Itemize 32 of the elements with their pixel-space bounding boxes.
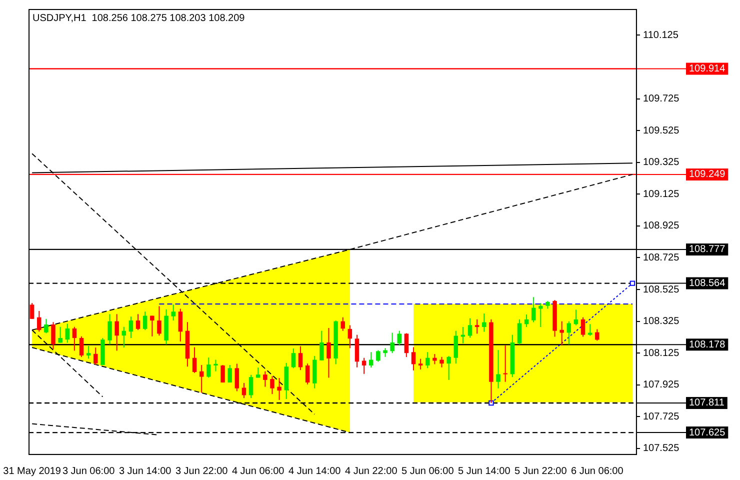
x-tick-label: 4 Jun 14:00 xyxy=(288,466,342,477)
y-tick-label: 108.725 xyxy=(643,252,680,264)
x-tick-label: 5 Jun 22:00 xyxy=(514,466,568,477)
y-tick-label: 108.325 xyxy=(643,316,680,328)
chart-title: USDJPY,H1 108.256 108.275 108.203 108.209 xyxy=(32,13,246,24)
y-tick-label: 109.525 xyxy=(643,125,680,136)
x-tick-label: 3 Jun 14:00 xyxy=(118,466,172,477)
x-tick-label: 5 Jun 14:00 xyxy=(458,466,511,477)
ref-line-label: 108.564 xyxy=(689,278,726,290)
x-tick-label: 3 Jun 06:00 xyxy=(62,466,116,477)
y-tick-label: 108.525 xyxy=(643,284,680,296)
ref-line-label: 107.811 xyxy=(689,398,725,409)
y-tick-label: 107.925 xyxy=(643,380,680,391)
y-tick-label: 109.125 xyxy=(643,188,680,200)
x-tick-label: 3 Jun 22:00 xyxy=(175,466,228,477)
y-tick-label: 110.125 xyxy=(643,30,679,41)
y-tick-label: 109.725 xyxy=(643,94,680,105)
x-tick-label: 6 Jun 06:00 xyxy=(571,466,624,477)
ref-line-label: 109.249 xyxy=(689,169,726,180)
x-tick-label: 4 Jun 22:00 xyxy=(344,466,398,477)
x-tick-label: 31 May 2019 xyxy=(3,466,62,477)
y-tick-label: 108.925 xyxy=(643,220,680,232)
x-tick-label: 4 Jun 06:00 xyxy=(232,466,285,477)
ref-line-label: 108.777 xyxy=(689,244,726,256)
ref-line-label: 109.914 xyxy=(689,64,726,75)
ref-line-label: 107.625 xyxy=(689,427,726,438)
y-tick-label: 107.525 xyxy=(643,443,680,454)
x-tick-label: 5 Jun 06:00 xyxy=(401,466,454,477)
y-tick-label: 107.725 xyxy=(643,411,680,422)
y-tick-label: 109.325 xyxy=(643,157,680,168)
ref-line-label: 108.178 xyxy=(689,339,726,350)
y-tick-label: 108.125 xyxy=(643,348,680,359)
